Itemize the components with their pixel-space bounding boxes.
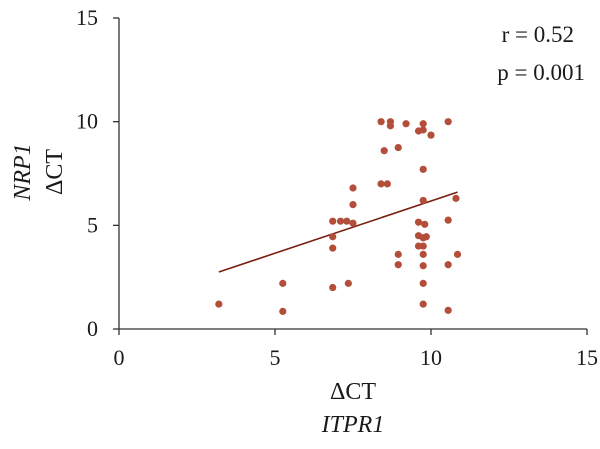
- data-point: [349, 219, 357, 227]
- data-point: [380, 147, 388, 155]
- data-point: [377, 118, 385, 126]
- correlation-r: r = 0.52: [502, 22, 574, 47]
- y-tick-label: 5: [87, 212, 98, 237]
- y-axis-title-line1: NRP1: [10, 143, 36, 201]
- data-point: [349, 201, 357, 209]
- data-point: [419, 120, 427, 128]
- trendline-group: [218, 191, 458, 273]
- data-point: [402, 120, 410, 128]
- data-point: [419, 126, 427, 134]
- x-tick-label: 15: [576, 345, 598, 370]
- y-ticks: 0 5 10 15: [76, 5, 119, 341]
- data-points: [215, 118, 462, 315]
- x-tick-label: 5: [270, 345, 281, 370]
- y-axis-title-line2: ΔCT: [42, 149, 68, 195]
- data-point: [343, 217, 351, 225]
- data-point: [444, 261, 452, 269]
- data-point: [329, 217, 337, 225]
- data-point: [349, 184, 357, 192]
- x-ticks: 0 5 10 15: [114, 329, 598, 370]
- x-axis-title-line2: ITPR1: [321, 412, 385, 438]
- data-point: [279, 307, 287, 315]
- data-point: [419, 250, 427, 258]
- data-point: [444, 216, 452, 224]
- x-tick-label: 0: [114, 345, 125, 370]
- p-value: p = 0.001: [497, 60, 585, 85]
- data-point: [336, 217, 345, 225]
- data-point: [421, 220, 429, 228]
- x-tick-label: 10: [420, 345, 442, 370]
- data-point: [419, 279, 427, 287]
- data-point: [444, 306, 452, 314]
- y-tick-label: 0: [87, 316, 98, 341]
- data-point: [419, 165, 427, 173]
- data-point: [383, 180, 391, 188]
- data-point: [279, 279, 287, 287]
- data-point: [329, 244, 337, 252]
- data-point: [419, 300, 427, 308]
- data-point: [377, 180, 385, 188]
- data-point: [422, 233, 430, 241]
- data-point: [344, 279, 352, 287]
- data-point: [394, 250, 402, 258]
- data-point: [414, 218, 423, 226]
- data-point: [329, 283, 337, 292]
- data-point: [215, 300, 223, 308]
- trendline: [218, 191, 458, 273]
- data-point: [386, 122, 395, 130]
- y-tick-label: 15: [76, 5, 98, 30]
- axes: [118, 18, 587, 330]
- data-point: [444, 118, 452, 126]
- data-point: [329, 233, 337, 241]
- data-point: [452, 194, 460, 202]
- data-point: [453, 250, 462, 258]
- data-point: [419, 242, 427, 250]
- x-axis-title-line1: ΔCT: [330, 379, 376, 405]
- y-tick-label: 10: [76, 109, 98, 134]
- data-point: [394, 143, 402, 152]
- data-point: [394, 261, 402, 269]
- data-point: [419, 196, 427, 205]
- data-point: [427, 131, 435, 139]
- data-point: [419, 262, 427, 270]
